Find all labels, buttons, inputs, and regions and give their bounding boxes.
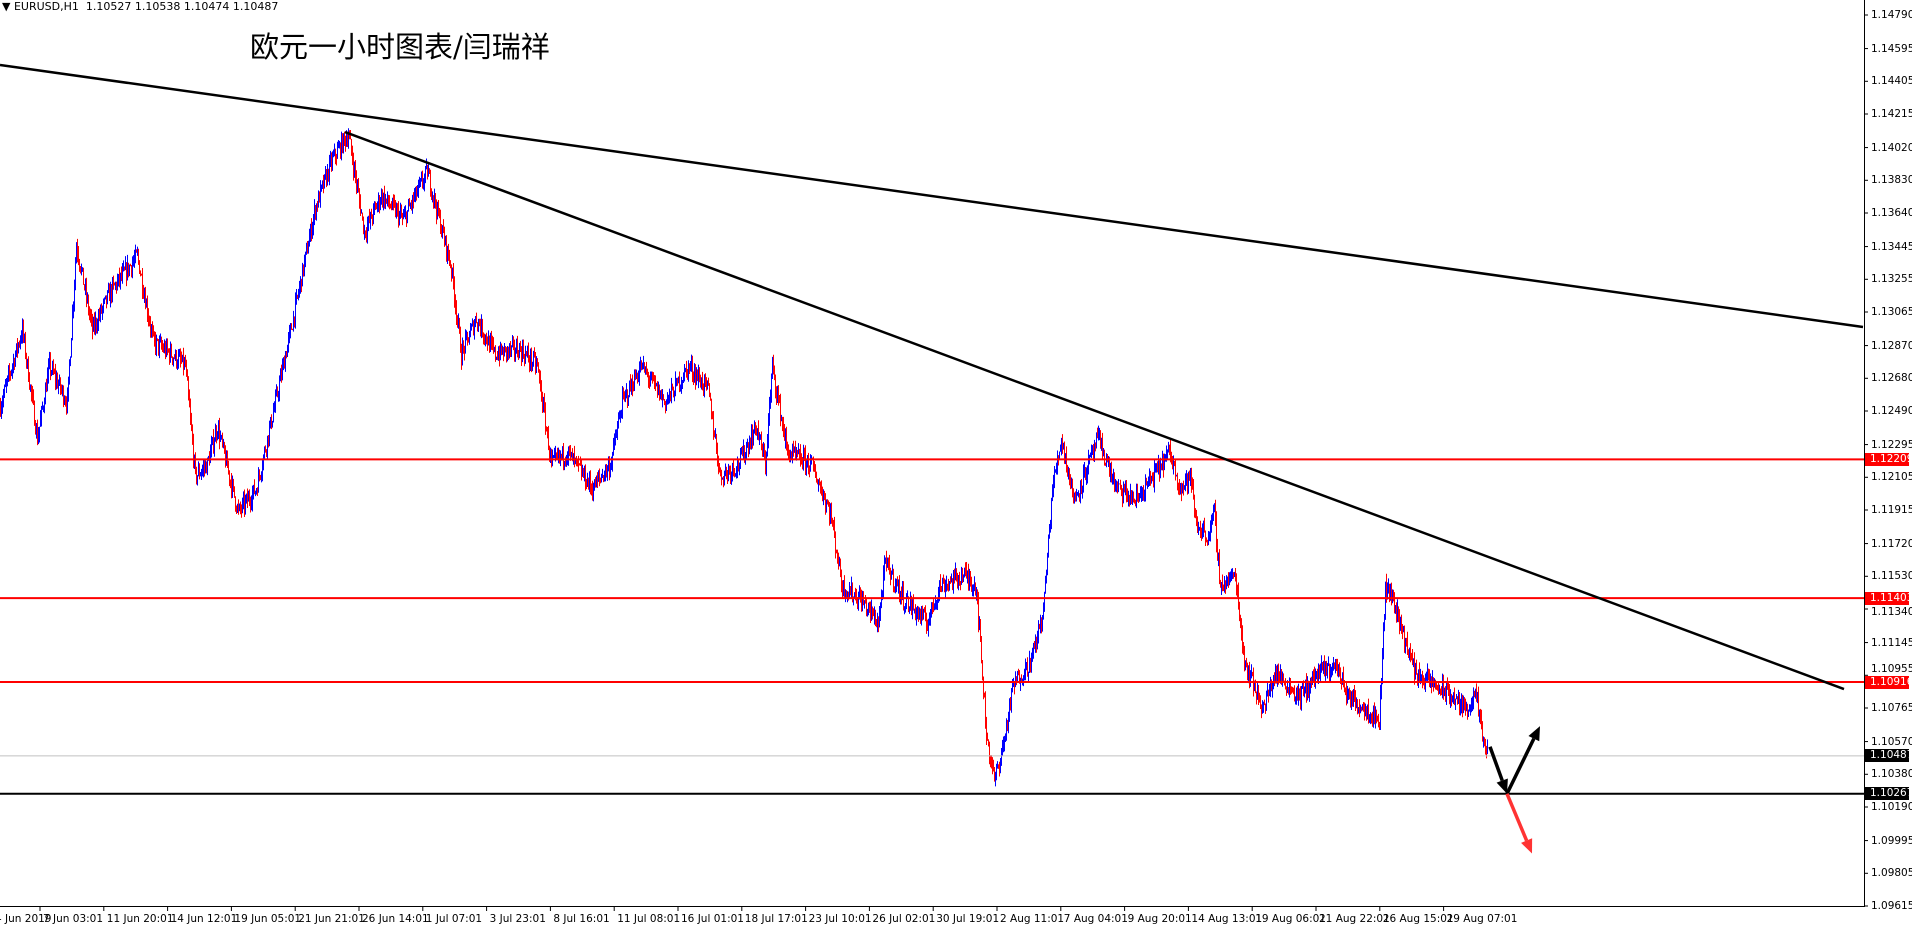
time-tick-label: 16 Jul 01:01 (681, 913, 744, 925)
time-tick-label: 26 Jun 14:01 (362, 913, 429, 925)
price-tick-label: 1.12295 (1871, 438, 1912, 451)
time-tick-label: 19 Jun 05:01 (234, 913, 302, 925)
current-price-label: 1.10487 (1865, 749, 1912, 763)
price-axis-ticks (1864, 14, 1868, 907)
price-tick-label: 1.09805 (1871, 867, 1912, 880)
arrow-head-icon (1528, 726, 1540, 742)
time-tick-label: 14 Aug 13:01 (1191, 913, 1263, 925)
time-tick-label: 2 Aug 11:01 (1000, 913, 1065, 925)
time-tick-label: 21 Jun 21:01 (298, 913, 365, 925)
price-tick-label: 1.10765 (1871, 702, 1912, 714)
arrow-head-icon (1521, 838, 1533, 854)
price-tick-label: 1.12870 (1871, 339, 1912, 352)
time-tick-label: 7 Aug 04:01 (1063, 913, 1128, 925)
ohlc-values: 1.10527 1.10538 1.10474 1.10487 (85, 0, 279, 13)
horizontal-levels (0, 458, 1864, 795)
arrow-head-icon (1496, 778, 1508, 794)
price-tick-label: 1.13065 (1871, 306, 1912, 318)
triangle-down-icon[interactable]: ▼ (2, 0, 14, 13)
price-tick-label: 1.11340 (1871, 605, 1912, 618)
trendline (344, 130, 1845, 691)
price-tick-label: 1.11145 (1871, 636, 1912, 649)
price-bars (0, 128, 1488, 787)
level-price-label: 1.12209 (1865, 452, 1912, 466)
time-tick-label: 11 Jul 08:01 (617, 913, 681, 925)
price-tick-label: 1.13830 (1871, 174, 1912, 187)
time-tick-label: 9 Aug 20:01 (1127, 913, 1192, 925)
level-price-label: 1.10267 (1865, 787, 1912, 801)
price-tick-label: 1.14215 (1871, 108, 1912, 120)
arrows (1488, 726, 1540, 854)
trendline (0, 63, 1864, 329)
time-tick-label: 7 Jun 03:01 (43, 913, 104, 925)
price-tick-label: 1.11530 (1871, 570, 1912, 583)
price-tick-label: 1.14595 (1871, 42, 1912, 55)
time-tick-label: 26 Jul 02:01 (872, 913, 936, 925)
price-tick-label: 1.13255 (1871, 273, 1912, 286)
time-tick-label: 4 Jun 2019 (0, 913, 52, 925)
price-tick-label: 1.12680 (1871, 372, 1912, 385)
price-tick-label: 1.10955 (1871, 662, 1912, 675)
time-tick-label: 8 Jul 16:01 (553, 913, 610, 925)
price-tick-label: 1.13445 (1871, 240, 1912, 253)
price-tick-label: 1.11915 (1871, 504, 1912, 516)
time-tick-label: 1 Jul 07:01 (425, 913, 483, 925)
time-tick-label: 14 Jun 12:01 (170, 913, 238, 925)
price-tick-label: 1.12490 (1871, 405, 1912, 417)
price-tick-label: 1.10570 (1871, 735, 1912, 748)
price-tick-label: 1.14020 (1871, 141, 1912, 154)
chart-header: ▼ EURUSD,H1 1.10527 1.10538 1.10474 1.10… (2, 0, 278, 13)
time-tick-label: 29 Aug 07:01 (1446, 913, 1518, 925)
price-tick-label: 1.11720 (1871, 537, 1912, 550)
price-tick-label: 1.14790 (1871, 9, 1912, 21)
time-tick-label: 18 Jul 17:01 (744, 913, 808, 925)
price-tick-label: 1.14405 (1871, 75, 1912, 88)
time-tick-label: 23 Jul 10:01 (808, 913, 872, 925)
price-tick-label: 1.09995 (1871, 834, 1912, 847)
arrow-shaft (1505, 737, 1536, 795)
level-price-label: 1.10916 (1865, 675, 1912, 689)
time-axis-ticks (39, 906, 1445, 911)
price-tick-label: 1.12105 (1871, 471, 1912, 484)
arrow-shaft (1488, 746, 1504, 782)
price-tick-label: 1.10190 (1871, 801, 1912, 814)
arrow-shaft (1505, 793, 1529, 842)
time-tick-label: 21 Aug 22:01 (1319, 913, 1390, 925)
level-price-label: 1.11403 (1865, 591, 1912, 605)
chart-title: 欧元一小时图表/闫瑞祥 (250, 30, 550, 64)
time-tick-label: 19 Aug 06:01 (1255, 913, 1326, 925)
time-tick-label: 30 Jul 19:01 (936, 913, 1000, 925)
price-tick-label: 1.10380 (1871, 768, 1912, 781)
symbol-label: EURUSD,H1 (13, 0, 79, 13)
time-tick-label: 3 Jul 23:01 (489, 913, 546, 925)
price-tick-label: 1.13640 (1871, 207, 1912, 219)
time-tick-label: 26 Aug 15:01 (1382, 913, 1454, 925)
price-tick-label: 1.09615 (1871, 900, 1912, 912)
trendlines (0, 63, 1864, 691)
time-tick-label: 11 Jun 20:01 (106, 913, 174, 925)
